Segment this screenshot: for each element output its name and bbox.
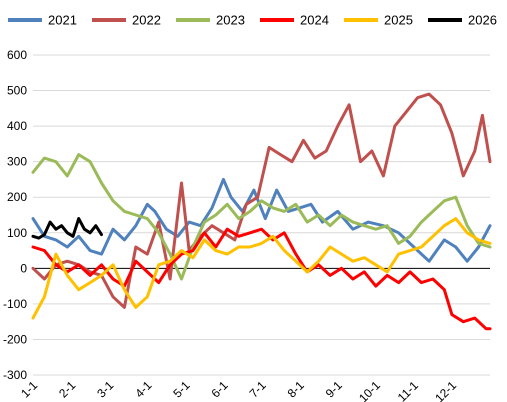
legend: 2021 2022 2023 2024 2025 2026	[8, 13, 497, 28]
x-tick-label: 11-1	[395, 378, 421, 402]
series-line-2022	[31, 92, 492, 309]
y-tick-label: -200	[3, 332, 27, 346]
legend-label-2023: 2023	[216, 13, 245, 28]
x-tick-label: 10-1	[356, 378, 383, 402]
y-tick-label: 400	[7, 119, 27, 133]
legend-label-2024: 2024	[300, 13, 329, 28]
x-tick-label: 2-1	[56, 378, 78, 400]
y-tick-label: 100	[7, 226, 27, 240]
legend-label-2026: 2026	[468, 13, 497, 28]
series-line-2024	[31, 227, 492, 331]
y-tick-label: 300	[7, 155, 27, 169]
y-tick-label: 200	[7, 190, 27, 204]
x-tick-label: 7-1	[247, 378, 269, 400]
x-tick-label: 12-1	[432, 378, 459, 402]
grid-lines	[33, 54, 490, 376]
x-tick-label: 3-1	[94, 378, 116, 400]
series-line-2025	[31, 217, 492, 320]
x-axis-tick-labels: 1-1 2-1 3-1 4-1 5-1 6-1 7-1 8-1 9-1 10-1 11-1 12-1	[18, 378, 459, 402]
y-tick-label: 600	[7, 48, 27, 62]
x-tick-label: 4-1	[132, 378, 154, 400]
y-tick-label: 0	[20, 261, 27, 275]
x-tick-label: 5-1	[170, 378, 192, 400]
y-tick-label: 500	[7, 84, 27, 98]
y-axis-tick-labels: -300 -200 -100 0 100 200 300 400 500 600	[3, 48, 27, 382]
y-tick-label: -100	[3, 297, 27, 311]
x-tick-label: 8-1	[285, 378, 307, 400]
x-tick-label: 6-1	[208, 378, 230, 400]
series-line-2026	[31, 217, 103, 240]
legend-label-2021: 2021	[48, 13, 77, 28]
series-lines	[31, 92, 492, 331]
legend-label-2025: 2025	[384, 13, 413, 28]
legend-label-2022: 2022	[132, 13, 161, 28]
x-tick-label: 9-1	[323, 378, 345, 400]
y-tick-label: -300	[3, 368, 27, 382]
series-line-2023	[31, 153, 492, 281]
